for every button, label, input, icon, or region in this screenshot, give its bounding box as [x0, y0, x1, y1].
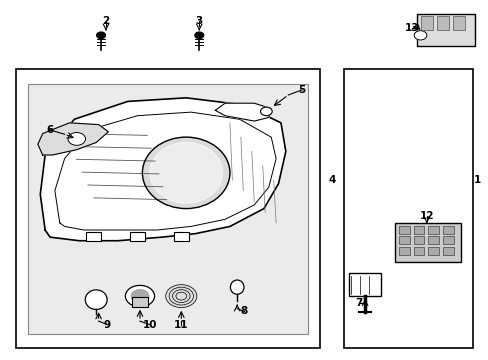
Text: 9: 9 — [103, 320, 111, 330]
Text: 13: 13 — [404, 23, 419, 33]
Circle shape — [97, 32, 105, 39]
FancyBboxPatch shape — [131, 297, 148, 307]
Text: 8: 8 — [241, 306, 247, 316]
Circle shape — [260, 107, 272, 116]
FancyBboxPatch shape — [427, 237, 438, 244]
FancyBboxPatch shape — [348, 273, 380, 296]
FancyBboxPatch shape — [416, 14, 474, 46]
Text: 6: 6 — [46, 125, 54, 135]
FancyBboxPatch shape — [28, 84, 307, 334]
Circle shape — [413, 31, 426, 40]
FancyBboxPatch shape — [398, 237, 409, 244]
Ellipse shape — [142, 137, 229, 208]
Text: 3: 3 — [195, 16, 203, 26]
FancyBboxPatch shape — [398, 226, 409, 234]
FancyBboxPatch shape — [427, 247, 438, 255]
Text: 12: 12 — [419, 211, 433, 221]
Ellipse shape — [85, 290, 107, 310]
Ellipse shape — [230, 280, 244, 294]
FancyBboxPatch shape — [174, 232, 188, 241]
FancyBboxPatch shape — [413, 247, 424, 255]
Text: 4: 4 — [327, 175, 335, 185]
Text: 2: 2 — [102, 16, 109, 26]
FancyBboxPatch shape — [394, 223, 460, 262]
Text: 7: 7 — [354, 298, 362, 308]
Circle shape — [131, 290, 148, 302]
FancyBboxPatch shape — [436, 17, 448, 30]
FancyBboxPatch shape — [86, 232, 101, 241]
FancyBboxPatch shape — [16, 69, 319, 348]
Text: 10: 10 — [142, 320, 157, 330]
Polygon shape — [38, 123, 108, 155]
FancyBboxPatch shape — [413, 237, 424, 244]
Circle shape — [125, 285, 154, 307]
Circle shape — [195, 32, 203, 39]
FancyBboxPatch shape — [130, 232, 144, 241]
Text: 5: 5 — [298, 85, 305, 95]
FancyBboxPatch shape — [398, 247, 409, 255]
FancyBboxPatch shape — [452, 17, 464, 30]
FancyBboxPatch shape — [442, 247, 453, 255]
FancyBboxPatch shape — [420, 17, 432, 30]
FancyBboxPatch shape — [344, 69, 472, 348]
Circle shape — [68, 132, 85, 145]
FancyBboxPatch shape — [442, 237, 453, 244]
FancyBboxPatch shape — [442, 226, 453, 234]
Text: 1: 1 — [473, 175, 481, 185]
Ellipse shape — [165, 284, 197, 308]
FancyBboxPatch shape — [427, 226, 438, 234]
Ellipse shape — [149, 143, 222, 203]
Polygon shape — [40, 98, 285, 241]
Text: 11: 11 — [174, 320, 188, 330]
Polygon shape — [215, 103, 271, 121]
FancyBboxPatch shape — [413, 226, 424, 234]
